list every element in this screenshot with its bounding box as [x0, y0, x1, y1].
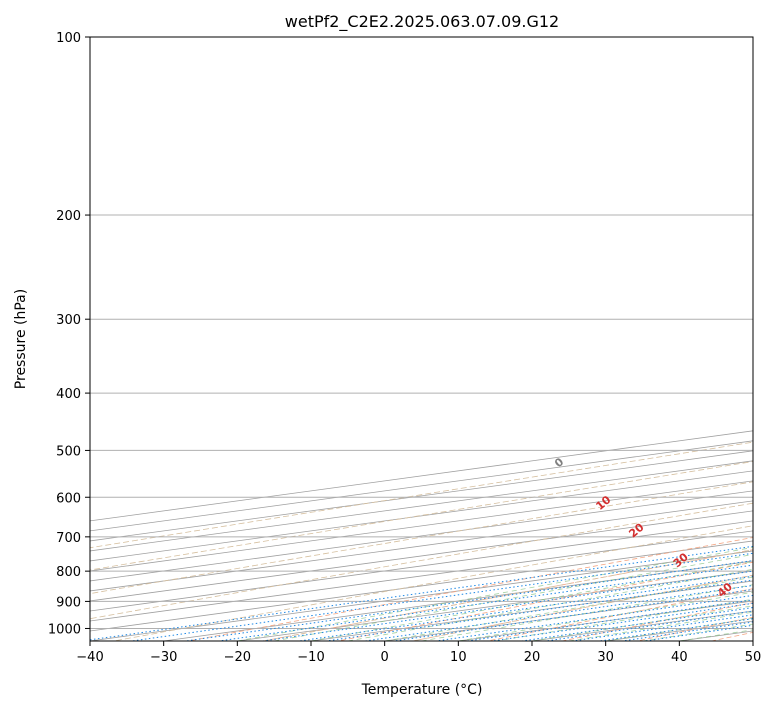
x-tick-label: 20 — [524, 650, 541, 665]
x-tick-label: −40 — [76, 650, 103, 665]
mixing-ratio-line — [365, 584, 753, 641]
isotherm-line — [90, 530, 753, 622]
isotherm-line — [90, 480, 753, 572]
dry-adiabat-line — [188, 537, 753, 641]
isotherm-line — [90, 470, 753, 562]
x-tick-label: 30 — [597, 650, 614, 665]
x-tick-label: 50 — [745, 650, 762, 665]
dry-adiabat-line — [412, 574, 753, 641]
y-axis-ticks: 100 200 300 400 500 600 700 800 900 1000 — [48, 31, 90, 637]
chart-title: wetPf2_C2E2.2025.063.07.09.G12 — [285, 12, 559, 32]
x-tick-label: −20 — [224, 650, 251, 665]
isotherm-line — [90, 500, 753, 592]
x-tick-label: 40 — [671, 650, 688, 665]
isotherm-line — [90, 450, 753, 542]
y-tick-label: 800 — [56, 565, 81, 580]
plot-frame — [89, 36, 754, 642]
dry-adiabat-line — [338, 561, 753, 641]
mixing-ratio-line — [299, 575, 753, 641]
dry-adiabat-line — [90, 441, 753, 549]
isotherm-line — [90, 490, 753, 582]
isotherm-line — [752, 640, 753, 641]
background-lines — [90, 37, 753, 641]
x-axis-ticks: −40 −30 −20 −10 0 10 20 30 40 50 — [76, 641, 761, 665]
mixing-ratio-line — [522, 607, 753, 641]
dry-adiabat-line — [90, 481, 753, 595]
y-tick-label: 300 — [56, 313, 81, 328]
x-axis-label: Temperature (°C) — [361, 682, 483, 698]
moist-adiabat-line — [237, 546, 753, 641]
y-tick-label: 1000 — [48, 622, 81, 637]
mixing-ratio-line — [572, 614, 753, 641]
moist-adiabat-line — [274, 553, 753, 641]
y-tick-label: 700 — [56, 531, 81, 546]
y-tick-label: 100 — [56, 31, 81, 46]
y-tick-label: 200 — [56, 209, 81, 224]
x-tick-label: 0 — [381, 650, 389, 665]
dry-adiabat-line — [90, 502, 753, 620]
y-tick-label: 600 — [56, 491, 81, 506]
mixing-ratio-line — [131, 552, 753, 641]
plot-background — [90, 37, 753, 641]
isotherm-line — [90, 460, 753, 552]
x-tick-label: 10 — [450, 650, 467, 665]
x-tick-label: −10 — [297, 650, 324, 665]
x-tick-label: −30 — [150, 650, 177, 665]
mixing-ratio-line — [467, 599, 753, 641]
y-tick-label: 500 — [56, 444, 81, 459]
y-tick-label: 900 — [56, 595, 81, 610]
y-tick-label: 400 — [56, 387, 81, 402]
dry-adiabat-line — [263, 549, 753, 641]
isotherm-line — [90, 520, 753, 612]
y-axis-label: Pressure (hPa) — [13, 289, 29, 389]
